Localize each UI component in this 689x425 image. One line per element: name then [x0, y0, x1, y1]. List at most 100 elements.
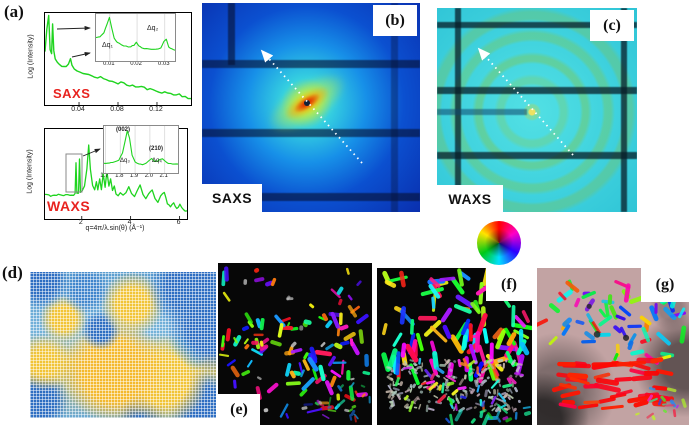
birefringent-domain: [469, 367, 476, 371]
birefringent-domain: [514, 386, 518, 393]
birefringent-domain: [410, 385, 413, 389]
birefringent-domain: [635, 412, 640, 416]
birefringent-domain: [483, 367, 490, 371]
birefringent-domain: [454, 409, 463, 422]
birefringent-domain: [493, 402, 498, 407]
saxs-inset-plot: [95, 13, 176, 62]
birefringent-domain: [514, 315, 526, 328]
x-tick-label: 1.9: [129, 173, 139, 179]
birefringent-domain: [488, 362, 495, 370]
birefringent-domain: [387, 384, 392, 391]
birefringent-domain: [460, 318, 471, 336]
birefringent-domain: [222, 291, 231, 302]
birefringent-domain: [391, 390, 398, 397]
birefringent-domain: [557, 361, 577, 367]
birefringent-domain: [450, 375, 458, 379]
birefringent-domain: [451, 277, 465, 295]
birefringent-domain: [417, 384, 423, 389]
birefringent-domain: [503, 394, 508, 399]
birefringent-domain: [306, 408, 323, 414]
birefringent-domain: [502, 383, 513, 389]
birefringent-domain: [577, 403, 599, 410]
birefringent-domain: [575, 319, 585, 325]
birefringent-domain: [460, 395, 467, 400]
birefringent-domain: [482, 414, 490, 425]
birefringent-domain: [584, 331, 595, 341]
birefringent-domain: [586, 313, 594, 323]
birefringent-domain: [336, 393, 341, 401]
birefringent-domain: [429, 390, 432, 394]
birefringent-domain: [615, 389, 633, 397]
birefringent-domain: [470, 388, 476, 395]
birefringent-domain: [474, 379, 479, 388]
birefringent-domain: [451, 389, 459, 396]
birefringent-domain: [507, 394, 514, 399]
birefringent-domain: [320, 342, 326, 348]
birefringent-domain: [259, 344, 269, 351]
detector-gap: [257, 193, 420, 201]
birefringent-domain: [448, 368, 453, 372]
birefringent-domain: [368, 395, 371, 404]
birefringent-domain: [450, 334, 464, 354]
birefringent-domain: [598, 308, 607, 318]
panel-f-orientation-image: (f): [377, 268, 532, 425]
birefringent-domain: [364, 353, 369, 367]
panel-c-caption-text: WAXS: [448, 190, 492, 207]
birefringent-domain: [225, 328, 232, 342]
birefringent-domain: [425, 380, 436, 385]
panel-g-label-text: (g): [655, 276, 675, 293]
birefringent-domain: [421, 362, 424, 367]
birefringent-domain: [303, 403, 314, 406]
birefringent-domain: [496, 416, 502, 423]
birefringent-domain: [394, 392, 401, 398]
birefringent-domain: [481, 363, 489, 371]
birefringent-domain: [385, 366, 393, 371]
birefringent-domain: [574, 297, 581, 308]
spectrum-curve: [96, 16, 175, 51]
birefringent-domain: [417, 315, 438, 321]
birefringent-domain: [655, 369, 674, 376]
panel-e-blobs: [218, 266, 371, 423]
birefringent-domain: [350, 382, 355, 388]
birefringent-domain: [285, 413, 289, 419]
birefringent-domain: [630, 349, 645, 356]
saxs-series-label: SAXS: [53, 86, 91, 101]
birefringent-domain: [476, 366, 479, 375]
birefringent-domain: [648, 386, 656, 391]
birefringent-domain: [482, 328, 489, 344]
birefringent-domain: [444, 358, 449, 364]
birefringent-domain: [491, 407, 496, 412]
birefringent-domain: [501, 399, 509, 407]
birefringent-domain: [475, 284, 490, 296]
waxs-series-label: WAXS: [47, 198, 91, 214]
birefringent-domain: [384, 279, 397, 288]
panel-a-profiles: (a) Log (Intensity) Δq₁ Δq₂ SAXS Log (In…: [0, 0, 200, 248]
birefringent-domain: [420, 365, 424, 372]
birefringent-domain: [328, 396, 332, 407]
birefringent-domain: [514, 411, 518, 420]
birefringent-domain: [679, 325, 687, 344]
birefringent-domain: [394, 376, 400, 387]
x-tick-label: 4: [127, 219, 132, 226]
saxs-ylabel: Log (Intensity): [27, 34, 35, 79]
birefringent-domain: [339, 340, 350, 346]
birefringent-domain: [631, 374, 653, 382]
birefringent-domain: [657, 398, 662, 406]
birefringent-domain: [629, 368, 645, 375]
detector-gap: [228, 3, 235, 65]
birefringent-domain: [449, 413, 454, 425]
birefringent-domain: [385, 389, 393, 394]
birefringent-domain: [350, 377, 355, 381]
birefringent-domain: [392, 332, 403, 347]
birefringent-domain: [428, 381, 439, 391]
birefringent-domain: [495, 329, 506, 350]
panel-g-orientation-image: (g): [537, 268, 689, 425]
birefringent-domain: [487, 358, 493, 363]
birefringent-domain: [332, 361, 347, 365]
birefringent-domain: [399, 306, 407, 325]
birefringent-domain: [473, 361, 484, 378]
birefringent-domain: [334, 342, 343, 350]
birefringent-domain: [433, 395, 439, 399]
birefringent-domain: [473, 406, 477, 409]
birefringent-domain: [259, 340, 264, 347]
